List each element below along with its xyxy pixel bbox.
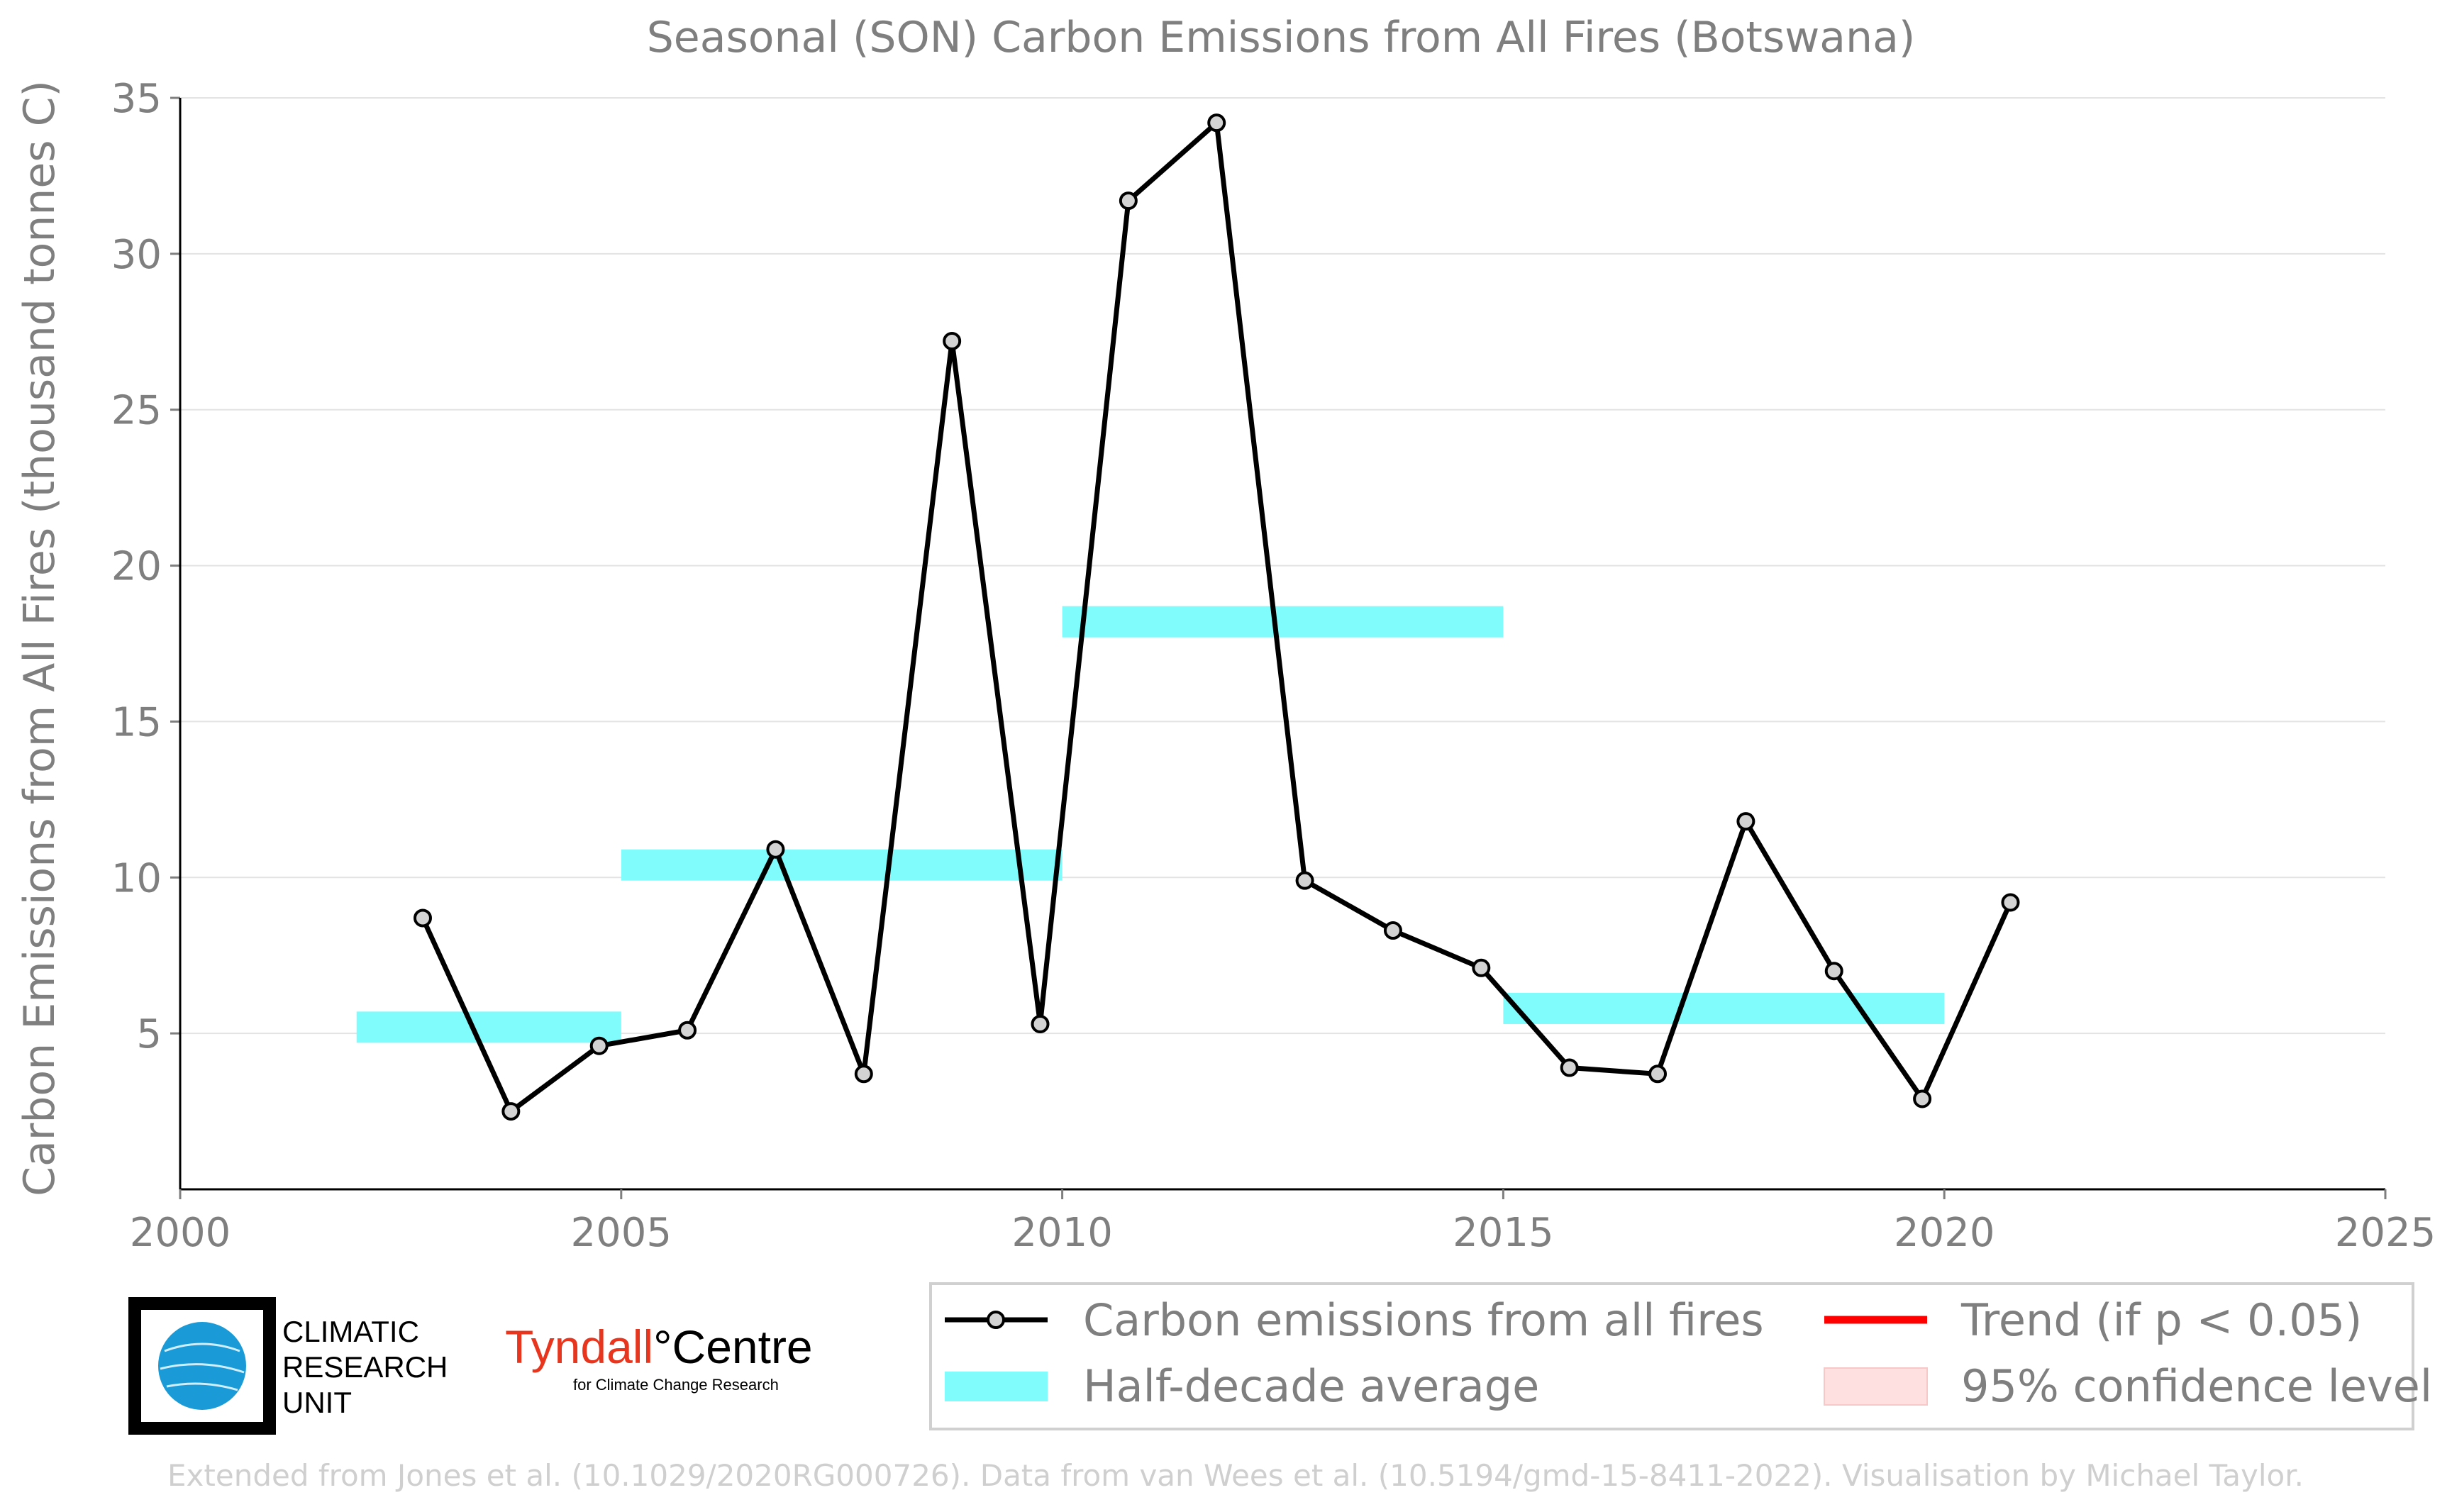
x-tick-label: 2005 <box>571 1210 672 1256</box>
x-tick-label: 2010 <box>1011 1210 1113 1256</box>
half-decade-bar <box>1503 992 1945 1024</box>
tyndall-subtitle: for Climate Change Research <box>573 1376 779 1394</box>
legend-frame <box>929 1282 2414 1430</box>
y-tick-label: 10 <box>111 855 162 901</box>
data-point <box>1031 1014 1050 1033</box>
legend-band-icon <box>945 1372 1048 1401</box>
y-tick-label: 20 <box>111 544 162 590</box>
legend: Carbon emissions from all fires Half-dec… <box>929 1282 2432 1430</box>
cru-line-2: RESEARCH <box>282 1350 448 1384</box>
data-point <box>943 331 962 350</box>
data-point <box>1295 871 1314 890</box>
y-axis-label-group: Carbon Emissions from All Fires (thousan… <box>15 80 65 1196</box>
data-point <box>1560 1058 1579 1077</box>
tyndall-wordmark: Tyndall°Centre <box>505 1321 813 1373</box>
half-decade-bar <box>1062 606 1504 638</box>
emissions-series <box>413 113 2020 1121</box>
legend-label-emissions: Carbon emissions from all fires <box>1083 1294 1764 1346</box>
data-point <box>2001 893 2020 912</box>
y-tick-label: 35 <box>111 76 162 122</box>
data-point <box>501 1102 521 1121</box>
x-tick-label: 2020 <box>1894 1210 1995 1256</box>
cru-line-1: CLIMATIC <box>282 1315 419 1348</box>
cru-frame <box>128 1297 241 1435</box>
data-point <box>1207 113 1226 133</box>
data-point <box>766 840 785 859</box>
y-tick-label: 30 <box>111 232 162 278</box>
y-tick-label: 5 <box>136 1011 162 1057</box>
data-point <box>1119 191 1138 211</box>
data-point <box>1824 962 1843 981</box>
gridlines <box>180 97 2385 1035</box>
y-axis-label: Carbon Emissions from All Fires (thousan… <box>15 80 65 1196</box>
footer-credit: Extended from Jones et al. (10.1029/2020… <box>167 1458 2304 1493</box>
legend-label-confidence: 95% confidence level <box>1961 1360 2432 1412</box>
data-point <box>1472 958 1491 977</box>
x-tick-label: 2015 <box>1453 1210 1554 1256</box>
tyndall-logo: Tyndall°Centre for Climate Change Resear… <box>505 1321 813 1394</box>
legend-label-half-decade: Half-decade average <box>1083 1360 1539 1412</box>
chart-title: Seasonal (SON) Carbon Emissions from All… <box>647 13 1916 62</box>
legend-label-trend: Trend (if p < 0.05) <box>1960 1294 2362 1346</box>
data-point <box>1648 1064 1668 1084</box>
data-point <box>413 908 432 928</box>
data-point <box>1736 812 1755 831</box>
globe-lines <box>160 1343 245 1391</box>
data-point <box>854 1064 873 1084</box>
x-tick-label: 2000 <box>130 1210 231 1256</box>
x-tick-label: 2025 <box>2335 1210 2436 1256</box>
globe-icon <box>158 1322 246 1410</box>
legend-confidence-icon <box>1824 1367 1928 1406</box>
y-tick-label: 25 <box>111 388 162 434</box>
y-tick-label: 15 <box>111 699 162 745</box>
half-decade-bar <box>621 849 1063 881</box>
half-decade-bar <box>356 1011 621 1043</box>
data-point <box>1913 1089 1932 1108</box>
x-axis: 2000 2005 2010 2015 2020 2025 <box>130 1188 2436 1256</box>
data-point <box>678 1021 697 1040</box>
cru-line-3: UNIT <box>282 1386 352 1419</box>
data-point <box>1383 921 1402 940</box>
half-decade-average-bands <box>356 606 1945 1043</box>
legend-marker-icon <box>987 1311 1005 1329</box>
data-point <box>589 1036 609 1055</box>
cru-frame-right <box>177 1297 276 1435</box>
cru-logo: CLIMATIC RESEARCH UNIT <box>128 1297 448 1435</box>
y-axis-ticks: 5 10 15 20 25 30 35 <box>111 76 182 1189</box>
